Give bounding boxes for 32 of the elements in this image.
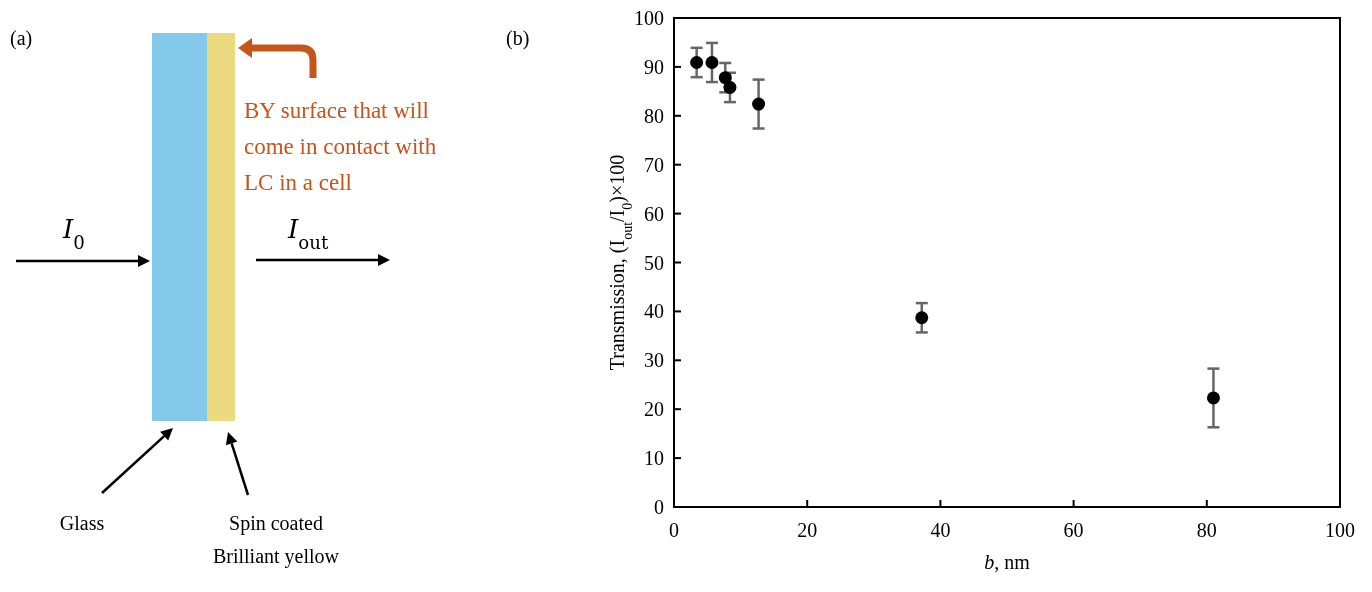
x-tick-label: 40 xyxy=(930,519,951,541)
x-tick-label: 0 xyxy=(669,519,679,541)
y-tick-label: 10 xyxy=(644,447,664,470)
point xyxy=(723,80,737,94)
x-tick-label: 100 xyxy=(1325,519,1355,541)
text: BY surface that will come in contact with LC in a cell xyxy=(244,98,437,195)
y-tick-label: 20 xyxy=(644,398,664,421)
y-tick-label: 0 xyxy=(654,496,664,518)
y-tick-label: 100 xyxy=(634,7,664,29)
point xyxy=(752,97,766,111)
point xyxy=(1206,391,1220,405)
chart-title: (b) xyxy=(506,27,530,50)
y-tick-label: 50 xyxy=(644,251,664,274)
x-axis-title: b, nm xyxy=(984,551,1031,573)
y-tick-label: 70 xyxy=(644,153,664,176)
x-tick-label: 60 xyxy=(1063,519,1084,541)
text: Glass xyxy=(59,512,105,534)
y-tick-label: 40 xyxy=(644,300,664,323)
point xyxy=(690,56,704,69)
text: I$_{out}$ xyxy=(287,214,329,253)
point xyxy=(705,56,719,69)
y-tick-label: 60 xyxy=(644,202,664,225)
point xyxy=(718,71,732,85)
text: I$_{0}$ xyxy=(62,214,85,253)
x-tick-label: 80 xyxy=(1196,519,1217,541)
y-tick-label: 90 xyxy=(644,55,664,78)
text: (a) xyxy=(10,27,33,50)
y-tick-label: 30 xyxy=(644,349,664,372)
y-tick-label: 80 xyxy=(644,104,664,127)
point xyxy=(915,311,929,325)
text: Spin coated Brilliant yellow xyxy=(212,512,340,568)
x-tick-label: 20 xyxy=(797,519,818,541)
